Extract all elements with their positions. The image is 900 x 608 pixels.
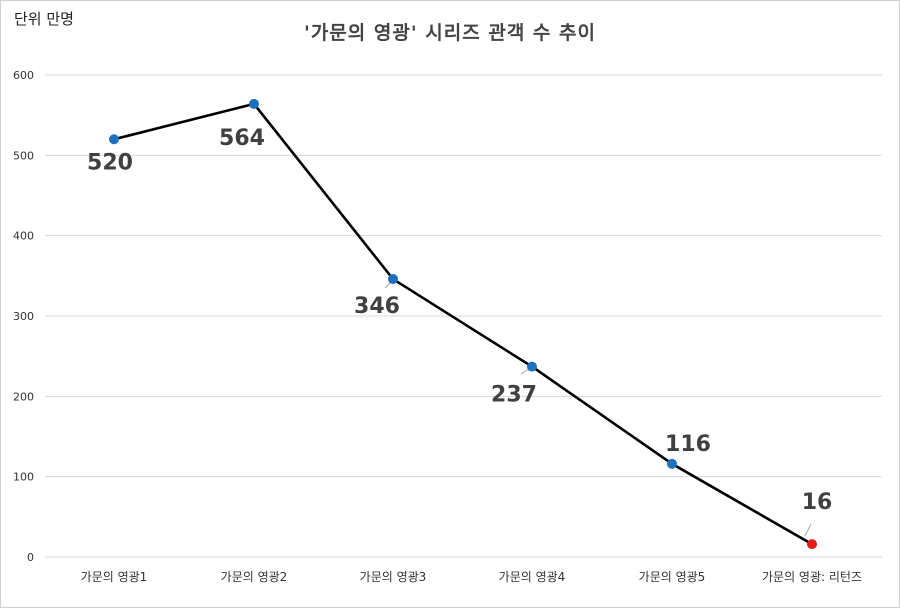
data-label-6: 16 <box>802 490 833 515</box>
series-line-group <box>113 102 813 546</box>
data-points <box>109 98 817 550</box>
y-tick-label-300: 300 <box>13 310 34 323</box>
data-point-3 <box>388 274 398 285</box>
y-tick-label-200: 200 <box>13 390 34 403</box>
gridlines <box>45 74 882 558</box>
data-point-6 <box>807 539 817 550</box>
data-label-4: 237 <box>491 383 537 408</box>
data-label-1: 520 <box>87 150 133 175</box>
y-tick-label-100: 100 <box>13 471 34 484</box>
y-axis-tick-labels: 0 100 200 300 400 500 600 <box>13 69 34 564</box>
unit-label: 단위 만명 <box>14 10 74 28</box>
data-label-3: 346 <box>354 294 400 319</box>
data-point-1 <box>109 134 119 145</box>
y-tick-label-500: 500 <box>13 149 34 162</box>
y-tick-label-600: 600 <box>13 69 34 82</box>
y-tick-label-400: 400 <box>13 230 34 243</box>
x-tick-label-1: 가문의 영광1 <box>81 570 148 584</box>
data-labels: 520 564 346 237 116 16 <box>87 126 832 515</box>
x-tick-label-2: 가문의 영광2 <box>221 570 288 584</box>
data-point-2 <box>249 98 259 109</box>
data-point-5 <box>667 458 677 469</box>
data-label-2: 564 <box>219 126 265 151</box>
x-axis-tick-labels: 가문의 영광1 가문의 영광2 가문의 영광3 가문의 영광4 가문의 영광5 가문의 영… <box>81 570 862 584</box>
x-tick-label-4: 가문의 영광4 <box>499 570 566 584</box>
data-label-5: 116 <box>665 432 711 457</box>
leader-line-6 <box>804 523 812 537</box>
x-tick-label-3: 가문의 영광3 <box>360 570 427 584</box>
label-leader-lines <box>384 279 812 537</box>
x-tick-label-5: 가문의 영광5 <box>639 570 706 584</box>
data-point-4 <box>527 361 537 372</box>
y-tick-label-0: 0 <box>27 551 34 564</box>
series-line <box>113 102 813 546</box>
x-tick-label-6: 가문의 영광: 리턴즈 <box>762 570 862 584</box>
chart-title: '가문의 영광' 시리즈 관객 수 추이 <box>304 22 596 44</box>
